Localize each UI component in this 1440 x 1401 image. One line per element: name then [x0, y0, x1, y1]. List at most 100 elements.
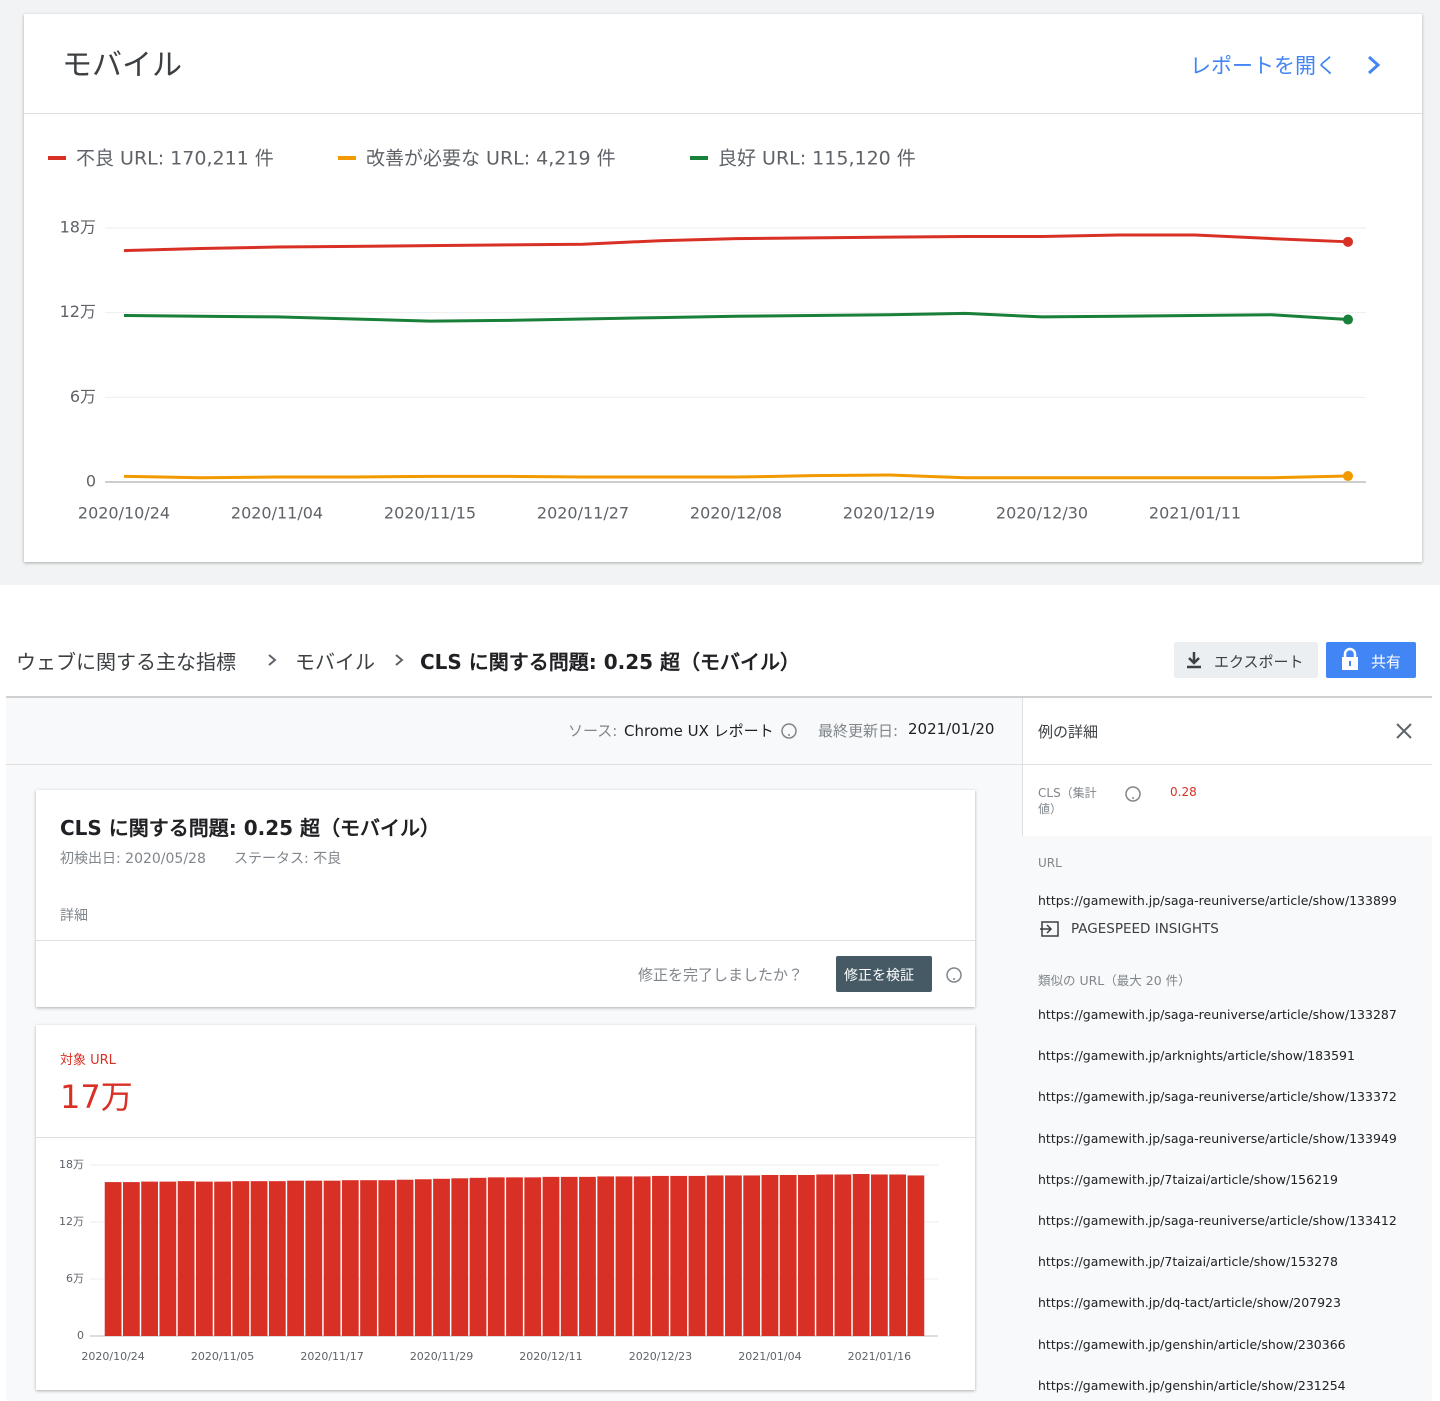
similar-url[interactable]: https://gamewith.jp/saga-reuniverse/arti…: [1038, 1007, 1397, 1022]
bar: [816, 1174, 834, 1336]
y-tick-label: 18万: [60, 218, 96, 237]
y-tick-label: 6万: [66, 1272, 84, 1285]
similar-url[interactable]: https://gamewith.jp/arknights/article/sh…: [1038, 1048, 1355, 1064]
divider: [36, 940, 975, 941]
affected-value: 17万: [60, 1078, 133, 1116]
validate-label: 修正を検証: [844, 968, 914, 984]
bar: [141, 1181, 159, 1336]
bar: [761, 1174, 779, 1336]
issue-card: [36, 790, 975, 1007]
source-label: ソース:: [568, 722, 618, 740]
divider: [1022, 764, 1432, 765]
bar: [287, 1180, 304, 1336]
bar: [250, 1181, 268, 1336]
bar: [834, 1174, 852, 1336]
y-tick-label: 18万: [59, 1158, 84, 1171]
bar: [177, 1181, 195, 1336]
help-icon[interactable]: [1124, 785, 1142, 803]
status: ステータス: 不良: [234, 851, 342, 867]
breadcrumb-current: CLS に関する問題: 0.25 超（モバイル）: [420, 650, 801, 674]
similar-label: 類似の URL（最大 20 件）: [1038, 973, 1191, 988]
bar: [469, 1177, 487, 1336]
similar-url[interactable]: https://gamewith.jp/7taizai/article/show…: [1038, 1254, 1338, 1270]
bar: [487, 1177, 505, 1336]
x-tick-label: 2021/01/04: [738, 1350, 801, 1363]
bar: [688, 1175, 706, 1336]
bar: [743, 1175, 761, 1336]
card-title: モバイル: [62, 48, 182, 83]
similar-url[interactable]: https://gamewith.jp/saga-reuniverse/arti…: [1038, 1213, 1397, 1228]
y-tick-label: 12万: [59, 1215, 84, 1228]
breadcrumb-item[interactable]: ウェブに関する主な指標: [16, 650, 236, 674]
similar-url[interactable]: https://gamewith.jp/genshin/article/show…: [1038, 1377, 1346, 1393]
x-tick-label: 2020/11/17: [300, 1350, 363, 1363]
bar: [725, 1175, 742, 1336]
end-point: [1343, 314, 1353, 325]
y-tick-label: 12万: [60, 302, 96, 321]
validate-button[interactable]: [836, 956, 932, 992]
bar: [560, 1176, 578, 1336]
details-label[interactable]: 詳細: [60, 908, 88, 924]
close-icon[interactable]: [1394, 721, 1414, 741]
updated-label: 最終更新日:: [818, 722, 899, 740]
url-label: URL: [1038, 856, 1062, 870]
series-line: [123, 311, 1349, 323]
issue-title: CLS に関する問題: 0.25 超（モバイル）: [60, 816, 441, 840]
bar: [268, 1181, 286, 1336]
bar: [360, 1180, 377, 1336]
bar: [396, 1179, 414, 1336]
x-tick-label: 2020/12/19: [843, 504, 935, 523]
legend-marker: [338, 156, 356, 160]
bar: [889, 1174, 907, 1336]
bar: [870, 1174, 888, 1336]
export-label: エクスポート: [1214, 653, 1304, 671]
bar: [524, 1177, 542, 1336]
lock-icon: [1342, 647, 1358, 670]
y-tick-label: 0: [77, 1329, 84, 1342]
help-icon[interactable]: [780, 722, 798, 740]
share-button[interactable]: [1326, 642, 1416, 678]
legend-label: 改善が必要な URL: 4,219 件: [366, 148, 616, 170]
legend-marker: [690, 156, 708, 160]
bar: [232, 1181, 250, 1336]
bar: [652, 1175, 669, 1336]
bar-chart: 0 6万 12万 18万 2020/10/24 2020/11/05 2020/11/17 2…: [59, 1158, 938, 1363]
x-tick-label: 2020/10/24: [81, 1350, 144, 1363]
pagespeed-link[interactable]: PAGESPEED INSIGHTS: [1071, 921, 1219, 937]
similar-url[interactable]: https://gamewith.jp/7taizai/article/show…: [1038, 1171, 1338, 1187]
x-tick-label: 2020/12/11: [519, 1350, 582, 1363]
x-tick-label: 2020/11/29: [410, 1350, 473, 1363]
fix-prompt: 修正を完了しましたか？: [638, 966, 804, 984]
x-tick-label: 2020/11/27: [537, 504, 629, 523]
open-icon: [1040, 921, 1059, 937]
bar: [214, 1181, 231, 1336]
url[interactable]: https://gamewith.jp/saga-reuniverse/arti…: [1038, 893, 1397, 908]
bar: [798, 1174, 815, 1336]
bar: [670, 1175, 688, 1336]
bar: [414, 1179, 432, 1336]
divider: [6, 696, 1432, 698]
affected-label: 対象 URL: [60, 1053, 116, 1068]
bar: [506, 1177, 523, 1336]
download-icon: [1187, 652, 1201, 669]
bar: [451, 1178, 469, 1336]
similar-url[interactable]: https://gamewith.jp/saga-reuniverse/arti…: [1038, 1130, 1397, 1146]
x-tick-label: 2021/01/16: [848, 1350, 911, 1363]
open-report-link[interactable]: レポートを開く: [1190, 54, 1337, 78]
help-icon[interactable]: [945, 966, 963, 984]
x-tick-label: 2020/12/08: [690, 504, 782, 523]
similar-url[interactable]: https://gamewith.jp/dq-tact/article/show…: [1038, 1295, 1341, 1311]
x-tick-label: 2020/11/05: [191, 1350, 254, 1363]
x-tick-label: 2020/12/23: [629, 1350, 692, 1363]
breadcrumb-item[interactable]: モバイル: [295, 650, 375, 674]
bar: [433, 1178, 450, 1336]
bar: [779, 1174, 797, 1336]
similar-url[interactable]: https://gamewith.jp/saga-reuniverse/arti…: [1038, 1089, 1397, 1105]
panel-title: 例の詳細: [1038, 723, 1099, 741]
breadcrumb-separator: [395, 654, 404, 666]
end-point: [1343, 236, 1353, 247]
bar: [104, 1182, 122, 1336]
similar-url[interactable]: https://gamewith.jp/genshin/article/show…: [1038, 1336, 1346, 1352]
metric-value: 0.28: [1170, 785, 1197, 799]
